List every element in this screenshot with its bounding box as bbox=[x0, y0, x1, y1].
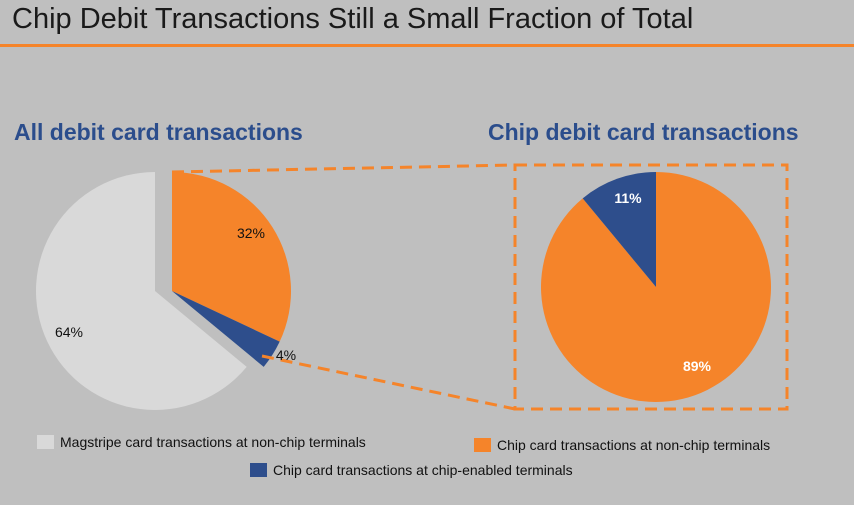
legend-swatch-magstripe bbox=[37, 435, 54, 449]
legend-label-chip-enabled: Chip card transactions at chip-enabled t… bbox=[273, 462, 573, 478]
callout-connector-top bbox=[171, 163, 516, 174]
pie-slice-magstripe-card-transactions-at-non-chip-terminals bbox=[35, 171, 247, 411]
data-label-magstripe: 64% bbox=[55, 324, 83, 340]
legend-item-chip-enabled: Chip card transactions at chip-enabled t… bbox=[250, 462, 573, 478]
data-label-right-chip-enabled: 11% bbox=[614, 190, 642, 206]
slide-title: Chip Debit Transactions Still a Small Fr… bbox=[12, 3, 694, 35]
data-label-chip-nonchip: 32% bbox=[237, 225, 265, 241]
title-rule bbox=[0, 44, 854, 47]
pie-slice-chip-card-transactions-at-chip-enabled-terminals bbox=[172, 291, 280, 367]
data-label-right-chip-nonchip: 89% bbox=[683, 358, 712, 374]
pie-slice-right-chip-card-transactions-at-chip-enabled-terminals bbox=[582, 172, 656, 287]
left-chart-title: All debit card transactions bbox=[14, 119, 303, 145]
data-label-chip-enabled: 4% bbox=[276, 347, 296, 363]
legend-swatch-chip-nonchip bbox=[474, 438, 491, 452]
pie-slice-right-chip-card-transactions-at-non-chip-terminals bbox=[541, 172, 772, 402]
legend-label-chip-nonchip: Chip card transactions at non-chip termi… bbox=[497, 437, 771, 453]
pie-slice-chip-card-transactions-at-non-chip-terminals bbox=[172, 172, 291, 342]
legend-label-magstripe: Magstripe card transactions at non-chip … bbox=[60, 434, 366, 450]
callout-connector-bottom bbox=[261, 354, 516, 411]
legend-item-chip-nonchip: Chip card transactions at non-chip termi… bbox=[474, 437, 770, 453]
right-chart-title: Chip debit card transactions bbox=[488, 119, 799, 145]
legend-item-magstripe: Magstripe card transactions at non-chip … bbox=[37, 434, 366, 450]
callout-box bbox=[513, 163, 789, 411]
legend-swatch-chip-enabled bbox=[250, 463, 267, 477]
